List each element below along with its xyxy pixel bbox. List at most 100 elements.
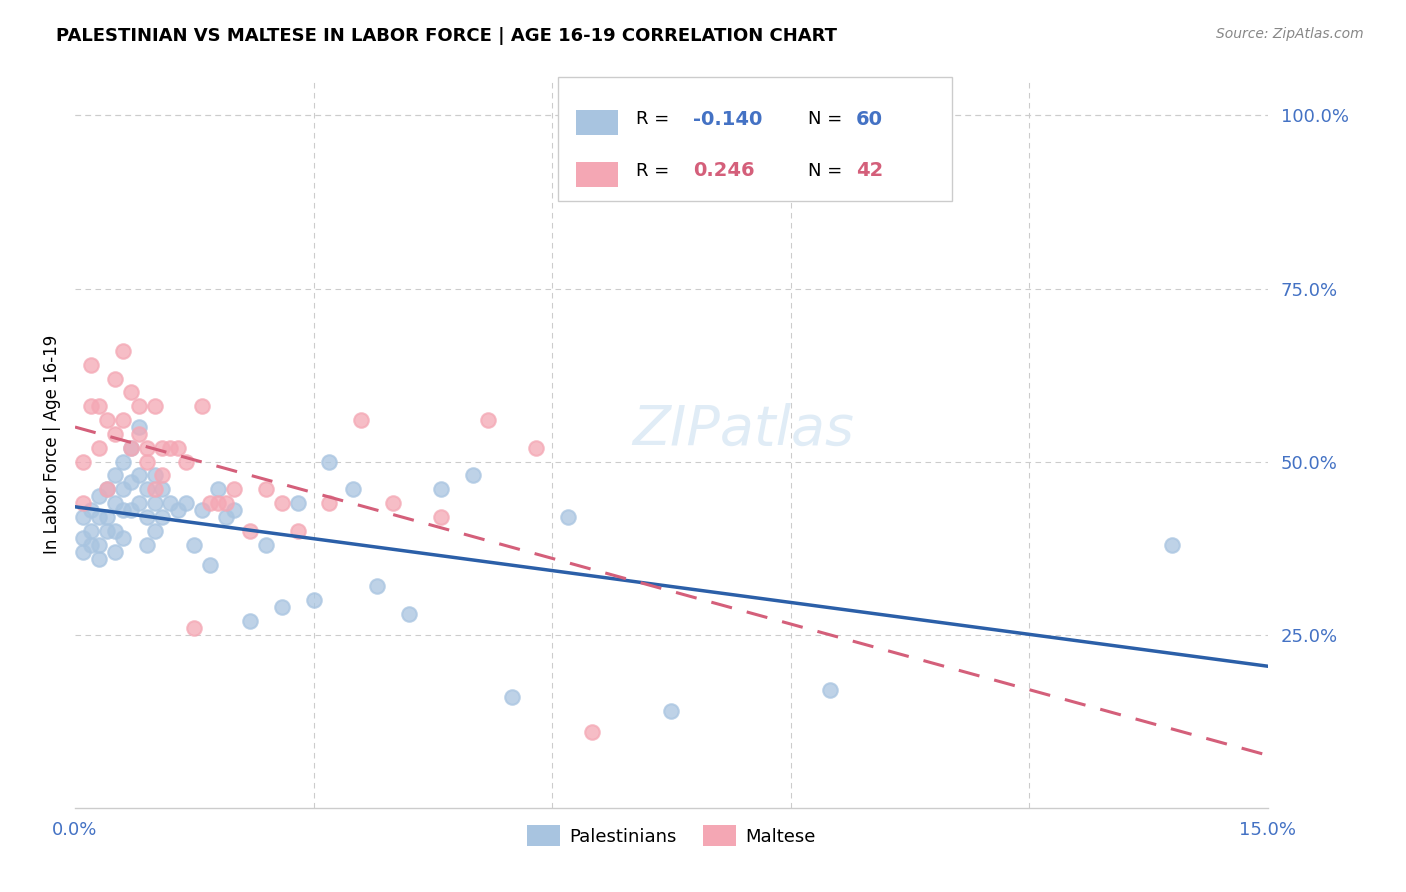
Point	[72, 510, 94, 524]
Point	[659, 704, 682, 718]
Point	[87, 399, 110, 413]
Point	[96, 483, 118, 497]
Point	[477, 413, 499, 427]
Point	[111, 483, 134, 497]
Point	[72, 531, 94, 545]
Point	[128, 420, 150, 434]
Point	[215, 496, 238, 510]
Point	[350, 413, 373, 427]
Text: 60: 60	[856, 110, 883, 128]
Point	[207, 483, 229, 497]
Text: R =: R =	[636, 161, 675, 180]
Point	[96, 413, 118, 427]
Point	[104, 468, 127, 483]
Point	[382, 496, 405, 510]
Point	[96, 510, 118, 524]
Point	[80, 399, 103, 413]
Point	[128, 496, 150, 510]
Point	[111, 531, 134, 545]
Point	[152, 468, 174, 483]
FancyBboxPatch shape	[558, 78, 952, 201]
Point	[159, 496, 181, 510]
Point	[120, 503, 142, 517]
Point	[104, 371, 127, 385]
Point	[128, 399, 150, 413]
Point	[152, 483, 174, 497]
Point	[581, 724, 603, 739]
Point	[120, 441, 142, 455]
Point	[183, 538, 205, 552]
Point	[198, 558, 221, 573]
Point	[167, 503, 190, 517]
Legend: Palestinians, Maltese: Palestinians, Maltese	[520, 818, 823, 854]
Text: -0.140: -0.140	[693, 110, 762, 128]
Point	[398, 607, 420, 621]
Point	[80, 524, 103, 538]
Point	[135, 441, 157, 455]
Point	[72, 544, 94, 558]
Text: N =: N =	[808, 110, 848, 128]
Point	[176, 455, 198, 469]
Point	[104, 524, 127, 538]
Point	[104, 496, 127, 510]
Point	[135, 538, 157, 552]
Point	[215, 510, 238, 524]
Point	[167, 441, 190, 455]
Point	[111, 343, 134, 358]
Point	[111, 413, 134, 427]
Text: 0.246: 0.246	[693, 161, 755, 180]
Text: PALESTINIAN VS MALTESE IN LABOR FORCE | AGE 16-19 CORRELATION CHART: PALESTINIAN VS MALTESE IN LABOR FORCE | …	[56, 27, 837, 45]
Point	[80, 538, 103, 552]
Point	[96, 483, 118, 497]
Point	[87, 489, 110, 503]
Point	[222, 483, 245, 497]
Point	[1161, 538, 1184, 552]
Point	[72, 496, 94, 510]
Point	[128, 426, 150, 441]
FancyBboxPatch shape	[576, 161, 617, 187]
Point	[159, 441, 181, 455]
Point	[104, 544, 127, 558]
Point	[429, 483, 451, 497]
Point	[80, 358, 103, 372]
Point	[72, 455, 94, 469]
Point	[152, 510, 174, 524]
Point	[120, 441, 142, 455]
Point	[104, 426, 127, 441]
Point	[120, 475, 142, 490]
Point	[254, 538, 277, 552]
Point	[342, 483, 364, 497]
Point	[135, 455, 157, 469]
Point	[318, 455, 340, 469]
Point	[222, 503, 245, 517]
Point	[143, 496, 166, 510]
Point	[143, 399, 166, 413]
Point	[270, 496, 292, 510]
Point	[254, 483, 277, 497]
Point	[87, 551, 110, 566]
Point	[191, 399, 214, 413]
Text: 42: 42	[856, 161, 883, 180]
Point	[183, 621, 205, 635]
Text: R =: R =	[636, 110, 675, 128]
Point	[135, 510, 157, 524]
Y-axis label: In Labor Force | Age 16-19: In Labor Force | Age 16-19	[44, 334, 60, 554]
FancyBboxPatch shape	[576, 110, 617, 136]
Point	[501, 690, 523, 704]
Point	[287, 524, 309, 538]
Point	[302, 593, 325, 607]
Point	[87, 538, 110, 552]
Point	[135, 483, 157, 497]
Point	[87, 510, 110, 524]
Point	[207, 496, 229, 510]
Point	[198, 496, 221, 510]
Point	[239, 524, 262, 538]
Point	[820, 683, 842, 698]
Point	[287, 496, 309, 510]
Point	[80, 503, 103, 517]
Point	[128, 468, 150, 483]
Point	[152, 441, 174, 455]
Point	[461, 468, 484, 483]
Point	[111, 503, 134, 517]
Point	[557, 510, 579, 524]
